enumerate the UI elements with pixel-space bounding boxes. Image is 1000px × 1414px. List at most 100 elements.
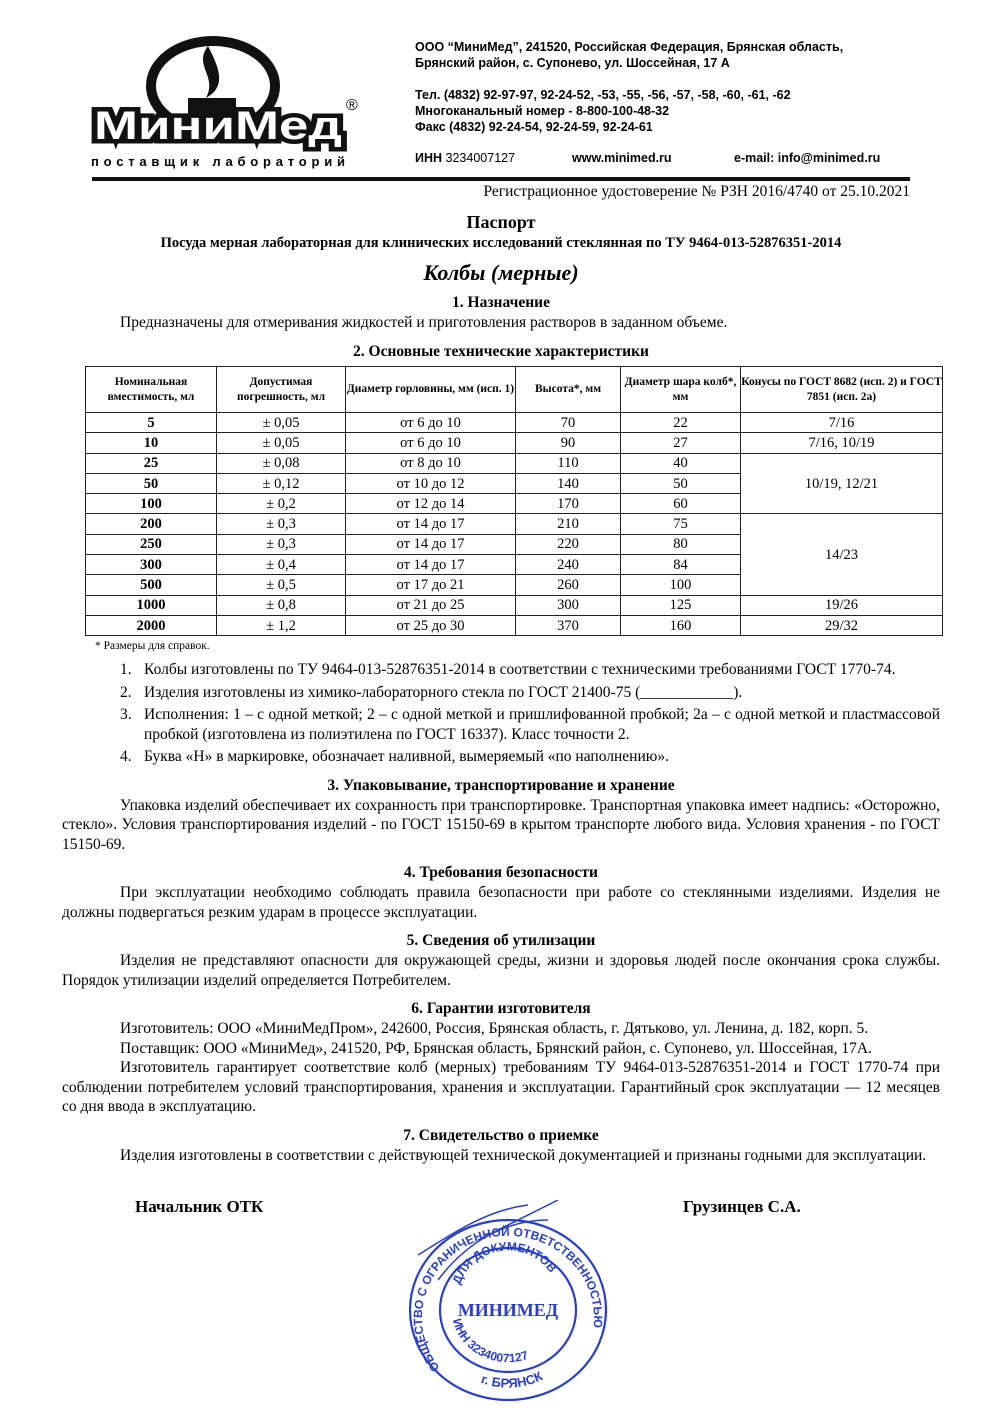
logo-tagline: поставщик лабораторий xyxy=(91,154,345,169)
table-cell: 80 xyxy=(620,533,741,556)
cone-cell: 29/32 xyxy=(740,614,943,637)
flame-icon xyxy=(203,46,220,98)
product-name: Колбы (мерные) xyxy=(423,260,579,285)
table-cell: 84 xyxy=(620,554,741,576)
table-cell: 25 xyxy=(85,452,217,474)
website-link[interactable]: www.minimed.ru xyxy=(572,151,672,165)
table-row: 25 ± 0,08 от 8 до 10 110 40 10/19, 12/21 xyxy=(85,452,943,515)
table-row: 5 ± 0,05 от 6 до 10 70 22 7/16 xyxy=(85,411,943,434)
table-cell: 22 xyxy=(620,411,741,434)
address-line-1: ООО “МиниМед”, 241520, Российская Федера… xyxy=(415,40,844,54)
table-row: 2000 ± 1,2 от 25 до 30 370 160 29/32 xyxy=(85,614,943,637)
table-cell: 110 xyxy=(515,452,621,474)
registered-mark: ® xyxy=(346,97,358,114)
section-3-text: Упаковка изделий обеспечивает их сохранн… xyxy=(62,796,940,853)
fax: Факс (4832) 92-24-54, 92-24-59, 92-24-61 xyxy=(415,120,653,134)
table-row: 300 ± 0,4 от 14 до 17 240 84 xyxy=(85,554,943,576)
section-7-heading: 7. Свидетельство о приемке xyxy=(403,1126,599,1144)
cone-cell: 10/19, 12/21 xyxy=(740,452,943,515)
signatory-name: Грузинцев С.А. xyxy=(683,1197,801,1216)
table-cell: 140 xyxy=(515,472,621,495)
table-cell: ± 0,3 xyxy=(216,533,346,556)
table-row: 200 ± 0,3 от 14 до 17 210 75 14/23 xyxy=(85,513,943,596)
table-cell: 40 xyxy=(620,452,741,474)
table-cell: 250 xyxy=(85,533,217,556)
col-header: Допустимая погрешность, мл xyxy=(216,366,346,413)
stamp-center-text: МИНИМЕД xyxy=(458,1300,559,1320)
section-5-heading: 5. Сведения об утилизации xyxy=(406,932,596,949)
note-text: Изделия изготовлены из химико-лабораторн… xyxy=(144,683,743,701)
table-cell: 220 xyxy=(515,533,621,556)
section-7-text: Изделия изготовлены в соответствии с дей… xyxy=(120,1146,927,1164)
stamp-rings xyxy=(408,1200,608,1402)
signature-row: Начальник ОТК Грузинцев С.А. xyxy=(62,1197,940,1221)
table-cell: ± 0,2 xyxy=(216,493,346,515)
table-cell: от 12 до 14 xyxy=(345,493,516,515)
table-cell: 2000 xyxy=(85,614,217,637)
table-cell: 170 xyxy=(515,493,621,515)
table-cell: 160 xyxy=(620,614,741,637)
table-cell: от 25 до 30 xyxy=(345,614,516,637)
col-header: Высота*, мм xyxy=(515,366,621,413)
table-cell: ± 0,12 xyxy=(216,472,346,495)
table-cell: 5 xyxy=(85,411,217,434)
section-2-heading: 2. Основные технические характеристики xyxy=(353,343,649,360)
table-cell: от 6 до 10 xyxy=(345,411,516,434)
note-text: Буква «Н» в маркировке, обозначает налив… xyxy=(144,748,669,765)
section-5-text: Изделия не представляют опасности для ок… xyxy=(62,952,940,989)
list-item: 2. Изделия изготовлены из химико-лаборато… xyxy=(120,683,743,701)
table-cell: 500 xyxy=(85,574,217,596)
inn-value: 3234007127 xyxy=(445,151,516,165)
table-cell: 75 xyxy=(620,513,741,535)
registration-certificate: Регистрационное удостоверение № РЗН 2016… xyxy=(483,183,910,200)
note-text: Исполнения: 1 – с одной меткой; 2 – с од… xyxy=(144,706,940,743)
table-header-row: Номинальная вместимость, мл Допустимая п… xyxy=(85,366,943,413)
table-cell: 50 xyxy=(85,472,217,495)
section-3-heading: 3. Упаковывание, транспортирование и хра… xyxy=(327,776,675,794)
col-header: Диаметр шара колб*, мм xyxy=(620,366,741,413)
col-header: Конусы по ГОСТ 8682 (исп. 2) и ГОСТ 7851… xyxy=(740,366,943,413)
company-stamp: ОБЩЕСТВО С ОГРАНИЧЕННОЙ ОТВЕТСТВЕННОСТЬЮ… xyxy=(408,1200,608,1402)
minimed-logo: МиниМед ® поставщик лабораторий xyxy=(90,36,358,169)
signatory-role: Начальник ОТК xyxy=(135,1197,264,1216)
table-cell: ± 0,08 xyxy=(216,452,346,474)
document-body: 1. Колбы изготовлены по ТУ 9464-013-52876… xyxy=(62,660,940,1221)
table-cell: ± 0,3 xyxy=(216,513,346,535)
inn: ИНН 3234007127 xyxy=(415,150,515,166)
warranty-text: Изготовитель гарантирует соответствие ко… xyxy=(62,1059,940,1115)
table-cell: от 14 до 17 xyxy=(345,554,516,576)
table-cell: 60 xyxy=(620,493,741,515)
logo-text: МиниМед xyxy=(94,104,342,148)
candle-shape xyxy=(188,98,236,136)
table-cell: от 10 до 12 xyxy=(345,472,516,495)
inn-label: ИНН xyxy=(415,151,443,165)
list-item: 3. Исполнения: 1 – с одной меткой; 2 – с … xyxy=(120,706,940,743)
table-cell: 70 xyxy=(515,411,621,434)
table-row: 10 ± 0,05 от 6 до 10 90 27 7/16, 10/19 xyxy=(85,432,943,454)
multichannel-phone: Многоканальный номер - 8-800-100-48-32 xyxy=(415,104,670,118)
section-1-text: Предназначены для отмеривания жидкостей … xyxy=(120,314,728,331)
note-text: Колбы изготовлены по ТУ 9464-013-5287635… xyxy=(144,661,896,678)
section-4-heading: 4. Требования безопасности xyxy=(404,864,598,881)
cone-cell: 19/26 xyxy=(740,594,943,616)
email-link[interactable]: e-mail: info@minimed.ru xyxy=(734,151,881,165)
list-item: 1. Колбы изготовлены по ТУ 9464-013-52876… xyxy=(120,661,896,678)
table-cell: ± 0,05 xyxy=(216,432,346,454)
section-6-heading: 6. Гарантии изготовителя xyxy=(411,1000,591,1017)
cone-cell: 7/16, 10/19 xyxy=(740,432,943,454)
cone-cell: 7/16 xyxy=(740,411,943,434)
table-cell: 300 xyxy=(515,594,621,616)
table-cell: ± 0,4 xyxy=(216,554,346,576)
manufacturer-text: Изготовитель: ООО «МиниМедПром», 242600,… xyxy=(120,1020,869,1037)
table-cell: ± 0,8 xyxy=(216,594,346,616)
address-line-2: Брянский район, с. Супонево, ул. Шоссейн… xyxy=(415,56,730,70)
table-cell: от 21 до 25 xyxy=(345,594,516,616)
table-cell: 27 xyxy=(620,432,741,454)
table-cell: 100 xyxy=(620,574,741,596)
table-cell: от 14 до 17 xyxy=(345,533,516,556)
col-header: Диаметр горловины, мм (исп. 1) xyxy=(345,366,516,413)
stamp-inn-text: ИНН 3234007127 xyxy=(450,1317,530,1365)
table-cell: 200 xyxy=(85,513,217,535)
phone: Тел. (4832) 92-97-97, 92-24-52, -53, -55… xyxy=(415,88,791,102)
table-cell: ± 0,05 xyxy=(216,411,346,434)
